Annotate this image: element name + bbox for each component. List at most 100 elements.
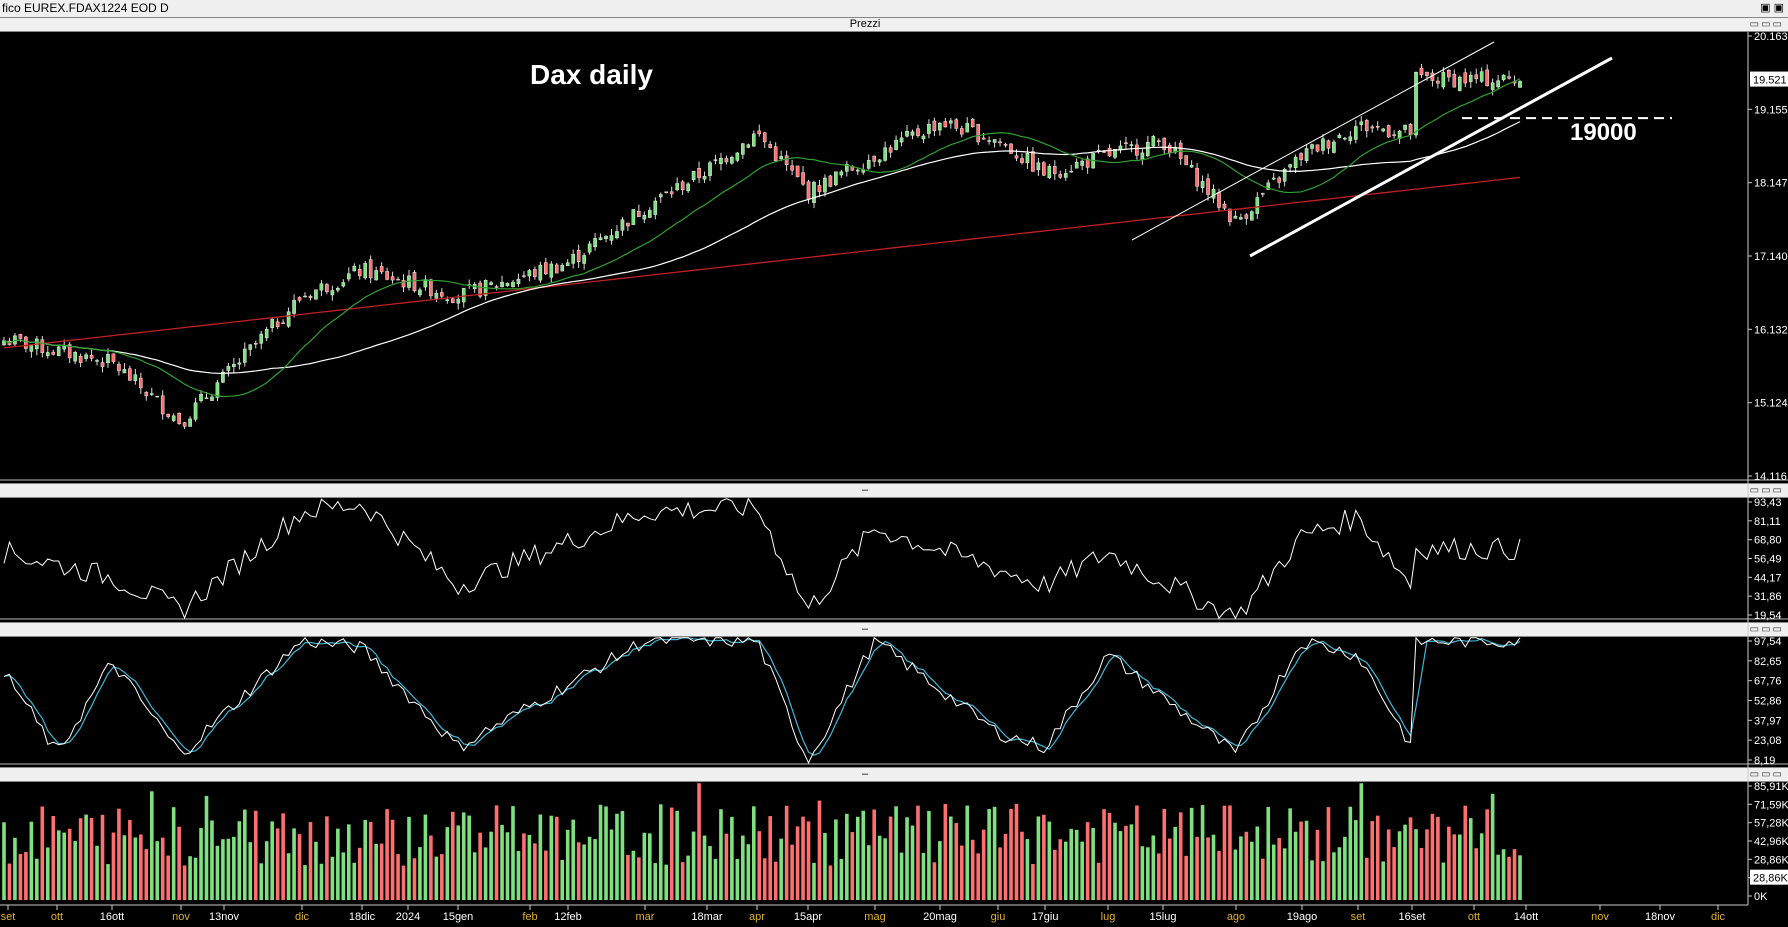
candle-body xyxy=(149,393,154,395)
candle-body xyxy=(1425,71,1429,76)
rsi-pane-header[interactable]: – ▭▭▭ xyxy=(0,483,1788,498)
candle xyxy=(866,154,871,170)
y-tick-label: 28,86K xyxy=(1754,854,1788,866)
volume-bar xyxy=(440,854,444,900)
volume-bar xyxy=(817,800,822,900)
stoch-pane-header[interactable]: – ▭▭▭ xyxy=(0,622,1788,637)
candle-body xyxy=(746,144,751,148)
volume-bar xyxy=(631,850,636,900)
candle-body xyxy=(916,128,920,136)
candle-body xyxy=(303,295,307,298)
pane-buttons[interactable]: ▭▭▭ xyxy=(1749,485,1784,496)
pane-buttons[interactable]: ▭▭▭ xyxy=(1749,624,1784,635)
x-tick-label: apr xyxy=(749,911,765,923)
candle xyxy=(872,155,876,167)
candle-body xyxy=(2,340,6,346)
candle-body xyxy=(1146,142,1150,156)
candle-body xyxy=(1474,74,1479,79)
candle-body xyxy=(95,360,99,362)
candle-body xyxy=(549,263,554,278)
candle xyxy=(407,270,411,291)
volume-bar xyxy=(899,852,904,900)
volume-bar xyxy=(100,814,105,900)
candle-body xyxy=(511,281,515,288)
candle-body xyxy=(18,334,23,339)
candle-body xyxy=(877,159,882,163)
volume-bar xyxy=(883,838,887,900)
candle-body xyxy=(1293,156,1298,169)
candle xyxy=(237,358,242,370)
volume-bar xyxy=(1479,833,1484,900)
volume-bar xyxy=(2,822,6,900)
candle xyxy=(1414,71,1418,139)
candle-body xyxy=(998,141,1002,144)
candle-body xyxy=(981,137,986,140)
candle-body xyxy=(544,262,548,275)
x-tick-label: ott xyxy=(51,911,63,923)
pane-buttons[interactable]: ▭▭▭ xyxy=(1749,19,1784,30)
volume-bar xyxy=(494,805,499,900)
candle-body xyxy=(341,282,346,287)
volume-bar xyxy=(1167,838,1172,900)
volume-bar xyxy=(1512,849,1517,900)
y-tick-label: 57,28K xyxy=(1754,818,1788,830)
volume-bar xyxy=(1507,856,1511,900)
volume-bar xyxy=(1129,824,1134,900)
candle xyxy=(7,337,12,346)
candle xyxy=(440,288,444,300)
candle-body xyxy=(7,340,12,346)
candle xyxy=(78,353,83,368)
candle xyxy=(839,169,844,178)
candle-body xyxy=(1217,192,1221,208)
volume-bar xyxy=(368,821,373,900)
candle xyxy=(1091,152,1095,169)
candle xyxy=(483,279,488,301)
candle xyxy=(160,390,165,420)
candle xyxy=(949,118,953,129)
candle xyxy=(1250,210,1254,221)
candle-body xyxy=(500,281,504,288)
volume-bar xyxy=(275,828,280,900)
pane-buttons[interactable]: ▭▭▭ xyxy=(1749,769,1784,780)
volume-bar xyxy=(927,811,931,900)
volume-pane-header[interactable]: – ▭▭▭ xyxy=(0,767,1788,782)
candle-body xyxy=(533,269,537,277)
volume-bar xyxy=(1430,813,1435,900)
candle-body xyxy=(708,162,712,176)
candle xyxy=(845,160,849,177)
candle-body xyxy=(1315,144,1320,152)
volume-bar xyxy=(812,862,816,900)
candle xyxy=(1397,129,1402,144)
volume-bar xyxy=(352,862,357,900)
candle-body xyxy=(861,169,866,173)
candle xyxy=(40,335,45,358)
volume-bar xyxy=(292,828,296,900)
volume-bar xyxy=(916,805,920,900)
price-pane-header[interactable]: Prezzi ▭▭▭ xyxy=(0,17,1788,32)
candle-body xyxy=(1244,214,1249,219)
candle-body xyxy=(1447,70,1451,78)
candle-body xyxy=(719,157,723,164)
candle-body xyxy=(959,128,964,135)
volume-bar xyxy=(675,810,679,900)
candle xyxy=(1042,161,1046,177)
candle-body xyxy=(866,160,871,169)
volume-bar xyxy=(171,807,176,900)
candle-body xyxy=(1003,144,1008,146)
candle-body xyxy=(1178,142,1183,159)
window-controls[interactable]: ▣ ▣ xyxy=(1760,2,1784,14)
x-tick-label: 12feb xyxy=(554,911,582,923)
volume-bar xyxy=(1354,820,1358,900)
candle-body xyxy=(921,135,926,140)
candle xyxy=(812,180,816,209)
candle xyxy=(1085,155,1090,174)
candle-body xyxy=(1518,81,1522,88)
candle xyxy=(790,159,794,176)
candle xyxy=(270,318,274,333)
candle xyxy=(1200,175,1205,193)
volume-bar xyxy=(35,858,39,900)
candle-body xyxy=(812,181,816,203)
candle-body xyxy=(538,264,543,281)
candle xyxy=(1053,160,1057,181)
